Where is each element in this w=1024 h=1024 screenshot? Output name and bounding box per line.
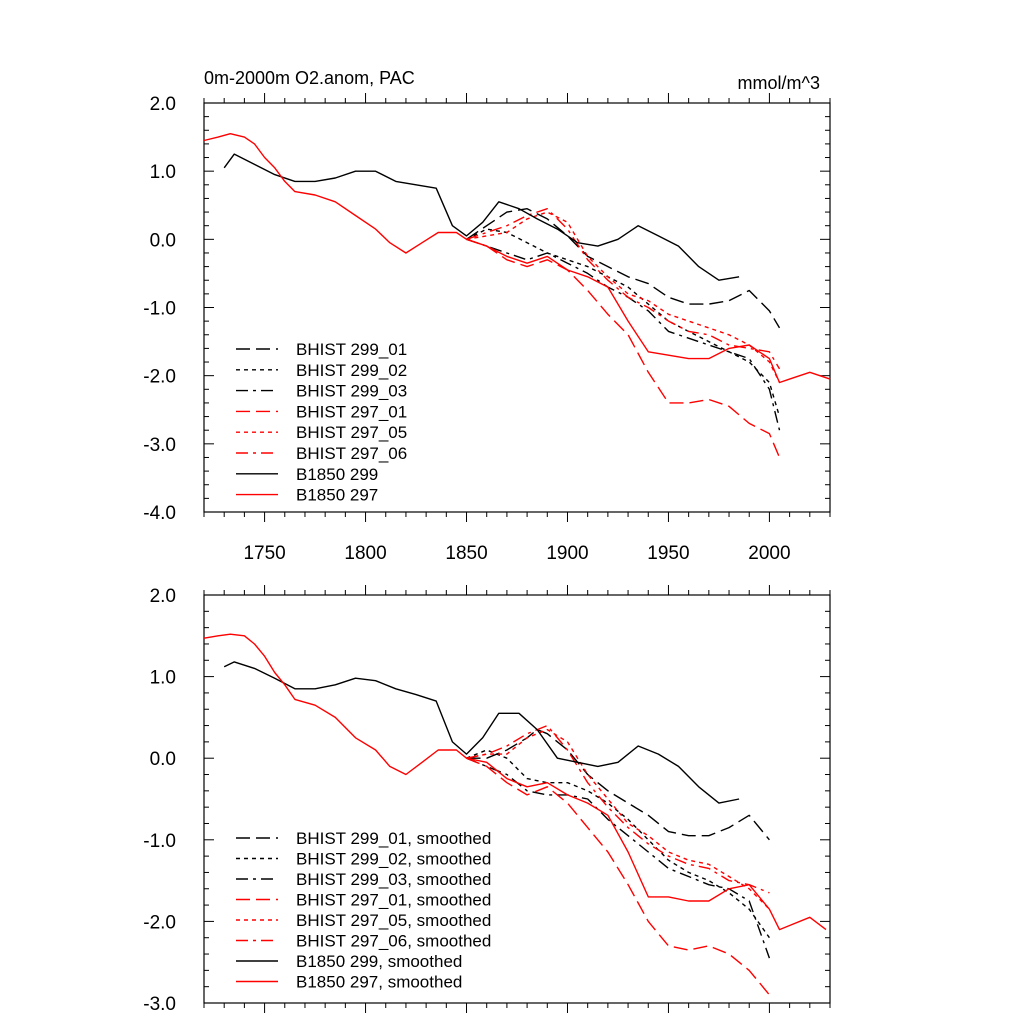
x-tick-label: 1900: [546, 543, 588, 564]
x-tick-label: 1850: [445, 543, 487, 564]
panel-title: 0m-2000m O2.anom, PAC: [204, 68, 415, 88]
series-line: [466, 238, 781, 431]
legend-label: B1850 299, smoothed: [296, 952, 462, 971]
series-line: [223, 661, 740, 804]
series-line: [466, 757, 770, 996]
legend-label: BHIST 299_03: [296, 382, 407, 401]
series-line: [203, 132, 831, 384]
series-line: [223, 153, 740, 281]
legend-label: BHIST 297_05, smoothed: [296, 911, 491, 930]
panel-bottom: 2.0 1.0 0.0 -1.0 -2.0 -3.0 BHIST 299_01, smoot…: [143, 585, 831, 1015]
y-tick-label: 2.0: [150, 586, 176, 607]
legend-label: BHIST 299_01: [296, 340, 407, 359]
series-line: [466, 207, 781, 370]
legend-label: BHIST 299_01, smoothed: [296, 829, 491, 848]
y-tick-label: 0.0: [150, 749, 176, 770]
legend-label: BHIST 297_06: [296, 444, 407, 463]
series-line: [466, 728, 770, 910]
y-tick-label: 1.0: [150, 162, 176, 183]
y-tick-label: -2.0: [143, 367, 176, 388]
legend-label: BHIST 299_02: [296, 361, 407, 380]
y-tick-label: -3.0: [143, 994, 176, 1015]
x-tick-label: 2000: [748, 543, 790, 564]
legend-label: BHIST 297_05: [296, 423, 407, 442]
x-tick-label: 1800: [344, 543, 386, 564]
legend-label: B1850 297, smoothed: [296, 973, 462, 992]
y-tick-label: 0.0: [150, 230, 176, 251]
series-line: [466, 749, 770, 939]
series-line: [466, 211, 781, 383]
series-line: [203, 633, 827, 931]
series-line: [466, 207, 781, 329]
series-line: [466, 757, 771, 959]
legend-label: BHIST 297_06, smoothed: [296, 932, 491, 951]
legend-label: BHIST 299_03, smoothed: [296, 870, 491, 889]
panel-top: 0m-2000m O2.anom, PAC mmol/m^3 1750 1800 1…: [143, 68, 831, 564]
y-tick-label: -1.0: [143, 299, 176, 320]
series-line: [466, 724, 770, 894]
x-tick-label: 1750: [243, 543, 285, 564]
legend-label: BHIST 297_01: [296, 402, 407, 421]
y-tick-label: 1.0: [150, 668, 176, 689]
legend-label: B1850 299: [296, 465, 378, 484]
legend-label: B1850 297: [296, 486, 378, 505]
series-line: [466, 728, 770, 841]
plot-frame: [203, 594, 831, 1004]
y-tick-label: -2.0: [143, 912, 176, 933]
y-tick-label: -3.0: [143, 435, 176, 456]
series-line: [466, 228, 781, 417]
legend-label: BHIST 299_02, smoothed: [296, 850, 491, 869]
legend-label: BHIST 297_01, smoothed: [296, 891, 491, 910]
y-tick-label: -1.0: [143, 831, 176, 852]
series-line: [466, 238, 781, 458]
x-tick-label: 1950: [647, 543, 689, 564]
panel-units: mmol/m^3: [738, 73, 820, 93]
y-tick-label: -4.0: [143, 503, 176, 524]
y-tick-label: 2.0: [150, 94, 176, 115]
